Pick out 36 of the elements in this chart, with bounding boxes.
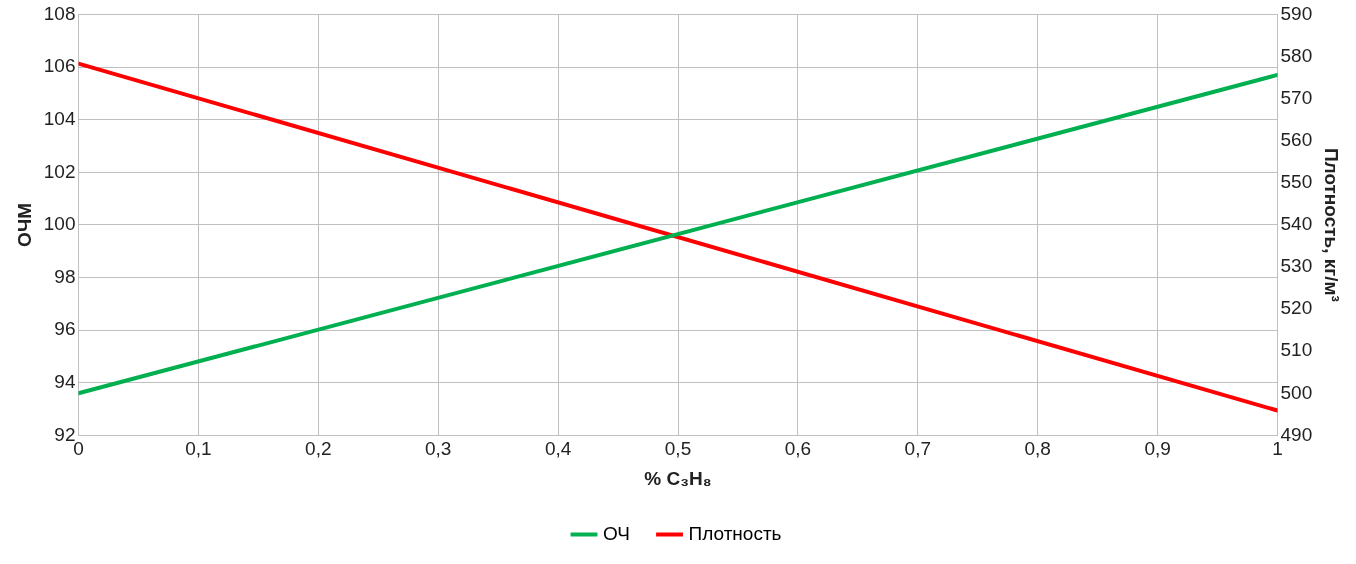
y2-tick-label: 560 [1280,128,1313,150]
x-tick-label: 0,5 [664,438,692,460]
legend-label: Плотность [688,522,782,544]
y-tick-label: 94 [54,371,76,393]
x-tick-label: 0 [73,438,84,460]
y-tick-label: 102 [43,160,76,182]
x-tick-label: 0,3 [424,438,452,460]
y2-tick-label: 520 [1280,297,1313,319]
y2-tick-label: 570 [1280,86,1313,108]
y-tick-label: 96 [54,318,76,340]
y-tick-label: 108 [43,2,76,24]
legend-label: ОЧ [603,522,631,544]
y2-tick-label: 540 [1280,213,1313,235]
x-tick-label: 0,8 [1024,438,1051,460]
y-tick-label: 106 [43,55,76,77]
y2-tick-label: 490 [1280,423,1313,445]
y-tick-label: 98 [54,265,76,287]
y-axis-title: ОЧМ [13,202,35,247]
y2-tick-label: 500 [1280,381,1313,403]
x-tick-label: 0,4 [544,438,572,460]
x-tick-label: 1 [1272,438,1283,460]
y-tick-label: 92 [54,423,76,445]
y-tick-label: 104 [43,107,76,129]
x-tick-label: 0,7 [904,438,932,460]
x-tick-label: 0,2 [305,438,332,460]
y-tick-label: 100 [43,213,76,235]
y2-axis-title: Плотность, кг/м³ [1321,147,1343,302]
x-tick-label: 0,6 [784,438,812,460]
x-axis-title: % C₃H₈ [644,467,712,489]
y2-tick-label: 550 [1280,171,1313,193]
y2-tick-label: 590 [1280,2,1313,24]
x-tick-label: 0,9 [1144,438,1171,460]
x-tick-label: 0,1 [185,438,212,460]
y2-tick-label: 510 [1280,339,1313,361]
y2-tick-label: 530 [1280,255,1313,277]
y2-tick-label: 580 [1280,44,1313,66]
